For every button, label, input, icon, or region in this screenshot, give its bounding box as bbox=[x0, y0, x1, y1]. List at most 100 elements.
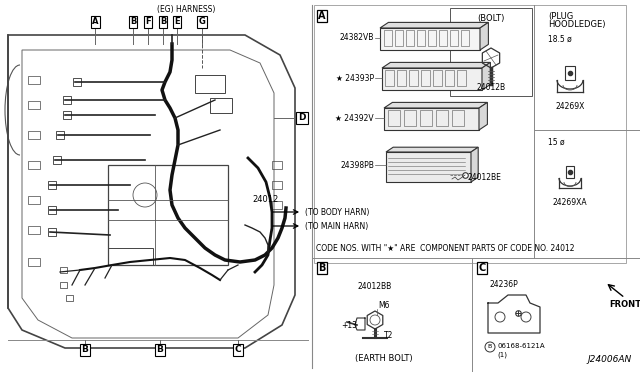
Text: F: F bbox=[145, 17, 151, 26]
Polygon shape bbox=[384, 102, 488, 108]
Bar bbox=[397, 70, 406, 86]
Bar bbox=[565, 66, 575, 80]
Text: 24012BB: 24012BB bbox=[358, 282, 392, 291]
Text: 24269X: 24269X bbox=[556, 102, 585, 111]
Text: 18.5 ø: 18.5 ø bbox=[548, 35, 572, 44]
Bar bbox=[388, 110, 400, 126]
Text: T2: T2 bbox=[384, 330, 394, 340]
Text: (PLUG: (PLUG bbox=[548, 12, 573, 21]
Bar bbox=[108, 248, 153, 265]
Bar bbox=[63, 96, 71, 104]
Text: 24269XA: 24269XA bbox=[553, 198, 588, 207]
Polygon shape bbox=[382, 68, 482, 90]
Bar bbox=[566, 166, 574, 178]
Text: C: C bbox=[235, 346, 241, 355]
Bar bbox=[28, 76, 40, 84]
Text: 24398PB: 24398PB bbox=[340, 160, 374, 170]
Bar bbox=[48, 228, 56, 236]
Bar bbox=[66, 295, 73, 301]
Polygon shape bbox=[471, 147, 478, 182]
Text: 24382VB: 24382VB bbox=[340, 33, 374, 42]
Bar bbox=[60, 282, 67, 288]
Text: B: B bbox=[318, 263, 326, 273]
Bar bbox=[433, 70, 442, 86]
Polygon shape bbox=[480, 22, 488, 50]
Bar bbox=[53, 156, 61, 164]
Text: HOODLEDGE): HOODLEDGE) bbox=[548, 20, 605, 29]
Text: CODE NOS. WITH "★" ARE  COMPONENT PARTS OF CODE NO. 24012: CODE NOS. WITH "★" ARE COMPONENT PARTS O… bbox=[316, 244, 575, 253]
Bar bbox=[272, 201, 282, 209]
Bar bbox=[28, 101, 40, 109]
Bar bbox=[417, 30, 425, 46]
Text: D: D bbox=[298, 113, 306, 122]
Polygon shape bbox=[384, 108, 479, 130]
Bar bbox=[28, 161, 40, 169]
Text: 24236P: 24236P bbox=[490, 280, 519, 289]
Bar bbox=[404, 110, 416, 126]
Bar bbox=[195, 75, 225, 93]
Polygon shape bbox=[382, 62, 490, 68]
Text: ★ 24392V: ★ 24392V bbox=[335, 113, 374, 122]
Bar bbox=[28, 258, 40, 266]
Text: ★ 24393P: ★ 24393P bbox=[336, 74, 374, 83]
Bar bbox=[210, 98, 232, 113]
Bar bbox=[385, 70, 394, 86]
Bar bbox=[450, 30, 458, 46]
Bar bbox=[48, 181, 56, 189]
Text: 24012BE: 24012BE bbox=[468, 173, 502, 183]
Text: 24012B: 24012B bbox=[476, 83, 506, 93]
Bar bbox=[272, 181, 282, 189]
Text: B: B bbox=[130, 17, 136, 26]
Text: B: B bbox=[81, 346, 88, 355]
Bar bbox=[439, 30, 447, 46]
Text: (TO MAIN HARN): (TO MAIN HARN) bbox=[305, 221, 368, 231]
Polygon shape bbox=[479, 102, 488, 130]
Polygon shape bbox=[380, 22, 488, 28]
Bar bbox=[452, 110, 464, 126]
Bar bbox=[445, 70, 454, 86]
Bar bbox=[272, 161, 282, 169]
Bar bbox=[73, 78, 81, 86]
Bar bbox=[108, 165, 228, 265]
Bar bbox=[56, 131, 64, 139]
Bar bbox=[409, 70, 418, 86]
Bar bbox=[395, 30, 403, 46]
Text: +13: +13 bbox=[341, 321, 357, 330]
Text: FRONT: FRONT bbox=[609, 300, 640, 309]
Polygon shape bbox=[380, 28, 480, 50]
Polygon shape bbox=[482, 62, 490, 90]
Text: B: B bbox=[157, 346, 163, 355]
Bar bbox=[461, 30, 469, 46]
Bar bbox=[420, 110, 432, 126]
Text: E: E bbox=[174, 17, 180, 26]
Text: (BOLT): (BOLT) bbox=[477, 13, 505, 22]
Bar bbox=[457, 70, 466, 86]
Text: (TO BODY HARN): (TO BODY HARN) bbox=[305, 208, 369, 217]
Text: (EARTH BOLT): (EARTH BOLT) bbox=[355, 353, 413, 362]
Bar bbox=[428, 30, 436, 46]
Text: 24012: 24012 bbox=[252, 195, 278, 204]
Text: 15 ø: 15 ø bbox=[548, 138, 564, 147]
Bar bbox=[450, 8, 532, 96]
Bar bbox=[28, 226, 40, 234]
Bar bbox=[48, 206, 56, 214]
Bar bbox=[314, 5, 626, 263]
Bar bbox=[421, 70, 430, 86]
Text: M6: M6 bbox=[378, 301, 390, 311]
Bar bbox=[384, 30, 392, 46]
Bar bbox=[406, 30, 414, 46]
Text: (1): (1) bbox=[497, 352, 507, 358]
Polygon shape bbox=[386, 152, 471, 182]
Bar bbox=[28, 196, 40, 204]
Text: G: G bbox=[198, 17, 205, 26]
Text: C: C bbox=[478, 263, 486, 273]
Text: J24006AN: J24006AN bbox=[588, 355, 632, 364]
Bar bbox=[63, 111, 71, 119]
Polygon shape bbox=[386, 147, 478, 152]
Bar bbox=[436, 110, 448, 126]
Text: 06168-6121A: 06168-6121A bbox=[497, 343, 545, 349]
Text: B: B bbox=[488, 344, 492, 350]
Text: A: A bbox=[318, 11, 326, 21]
Text: (EG) HARNESS): (EG) HARNESS) bbox=[157, 5, 215, 14]
Text: A: A bbox=[92, 17, 99, 26]
